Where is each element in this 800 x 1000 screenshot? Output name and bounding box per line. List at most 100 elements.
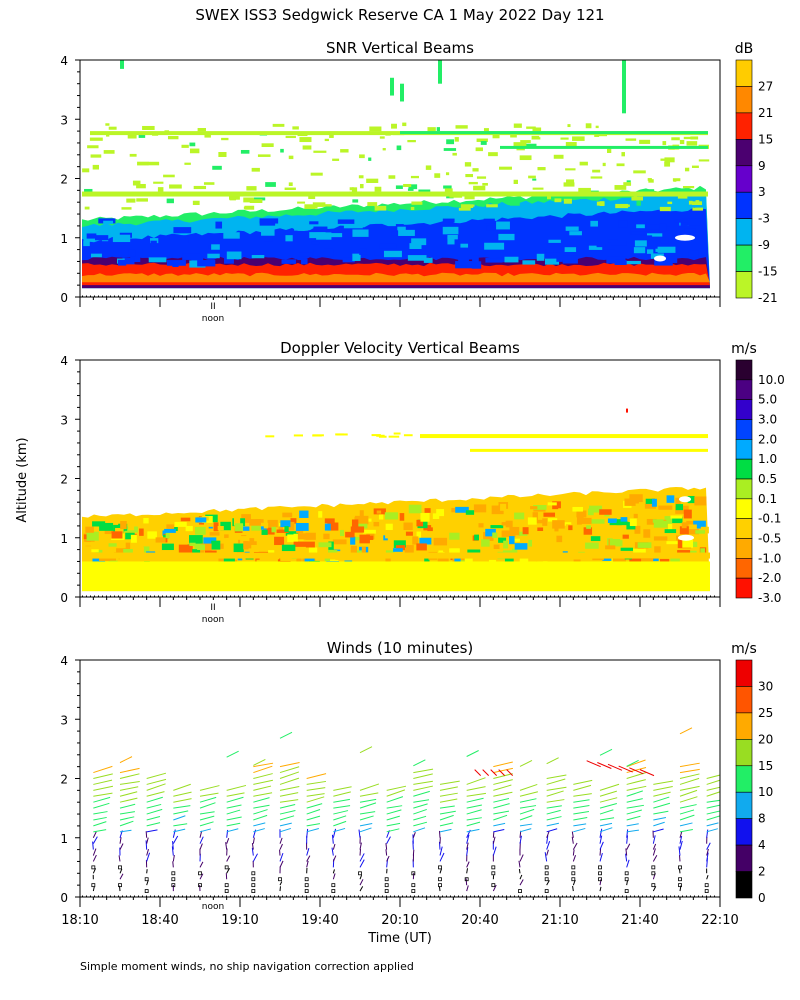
wind-vector (306, 860, 309, 868)
wind-vector (599, 809, 614, 815)
snr-cell (166, 260, 186, 266)
doppler-cell (686, 520, 697, 528)
snr-cell (211, 237, 219, 245)
wind-vector (226, 816, 242, 821)
wind-calm-marker (251, 871, 256, 876)
doppler-cell (234, 523, 244, 532)
snr-cell (442, 226, 459, 235)
y-tick-label: 4 (60, 654, 68, 668)
wind-vector (253, 809, 268, 815)
doppler-cell (282, 512, 293, 518)
doppler-cell (395, 545, 406, 551)
doppler-cell (511, 538, 520, 542)
colorbar-label: 0 (758, 891, 766, 905)
snr-cell (654, 257, 673, 266)
colorbar-swatch (735, 271, 753, 299)
colorbar-swatch (735, 659, 753, 687)
colorbar-swatch (735, 844, 753, 872)
doppler-cell (558, 508, 567, 516)
snr-cell (692, 201, 703, 206)
wind-vector (466, 809, 482, 815)
wind-vector (573, 823, 587, 827)
snr-cell (671, 137, 680, 141)
doppler-cell (694, 496, 707, 506)
doppler-cell (296, 556, 302, 564)
snr-cell (121, 207, 132, 210)
snr-cell (513, 179, 518, 184)
snr-cell (103, 220, 114, 225)
snr-cell (94, 235, 109, 241)
wind-vector (586, 760, 601, 768)
doppler-x-axis (79, 595, 721, 607)
wind-vector (199, 802, 216, 809)
wind-vector (226, 804, 242, 809)
wind-calm-marker (251, 877, 256, 882)
wind-vector (386, 789, 406, 797)
snr-cell (105, 123, 110, 126)
wind-vector (706, 786, 720, 791)
snr-cell (147, 161, 160, 166)
snr-cell (560, 137, 569, 140)
wind-calm-marker (224, 883, 229, 888)
wind-vector (599, 879, 602, 886)
snr-cell (374, 252, 381, 256)
snr-cell (337, 219, 355, 224)
wind-vector (413, 785, 433, 791)
snr-x-axis (79, 295, 721, 307)
doppler-cell (350, 536, 356, 545)
snr-cell (473, 185, 486, 191)
wind-vector (706, 828, 718, 833)
doppler-cell (111, 531, 123, 539)
wind-vector (359, 802, 377, 809)
wind-vector (679, 822, 693, 827)
snr-cell (396, 145, 402, 151)
snr-cell (545, 249, 561, 253)
doppler-noon-tick: II (210, 603, 215, 613)
wind-vector (253, 762, 274, 768)
snr-cell (460, 204, 474, 208)
wind-vector (466, 804, 482, 809)
wind-vector (438, 886, 441, 892)
snr-cell (564, 247, 577, 252)
wind-vector (119, 816, 135, 821)
doppler-cell (533, 505, 547, 510)
wind-vector (573, 793, 592, 797)
snr-cell (408, 184, 418, 190)
doppler-cell (265, 545, 275, 554)
wind-calm-marker (304, 889, 309, 893)
wind-vector (413, 780, 433, 785)
x-tick-label: 20:10 (381, 913, 418, 928)
snr-cell (397, 226, 406, 231)
wind-vector (439, 805, 455, 809)
wind-calm-marker (624, 889, 629, 893)
wind-vector (413, 799, 430, 803)
snr-cell (636, 224, 645, 229)
snr-cell (142, 249, 152, 253)
colorbar-label: -9 (758, 238, 770, 252)
wind-vector (679, 814, 695, 821)
snr-cell (359, 154, 365, 159)
wind-vector (639, 769, 655, 777)
wind-vector (546, 757, 559, 765)
colorbar-label: 4 (758, 838, 766, 852)
wind-calm-marker (678, 877, 682, 882)
doppler-cell (492, 532, 498, 538)
wind-vector (226, 792, 245, 797)
doppler-cell (679, 526, 689, 535)
wind-vector (413, 773, 433, 779)
wind-vector (439, 828, 452, 833)
wind-vector (546, 849, 549, 856)
snr-cell (259, 221, 276, 226)
wind-calm-marker (144, 877, 149, 882)
colorbar-label: 9 (758, 159, 766, 173)
colorbar-label: 5.0 (758, 393, 777, 407)
wind-vector (466, 777, 486, 785)
snr-cell (532, 127, 542, 132)
doppler-cell (385, 533, 400, 539)
wind-vector (546, 880, 550, 886)
winds-noon-label: noon (202, 902, 224, 912)
wind-vector (492, 831, 495, 838)
colorbar-label: 27 (758, 79, 773, 93)
wind-vector (626, 809, 642, 815)
snr-cell (646, 233, 663, 237)
